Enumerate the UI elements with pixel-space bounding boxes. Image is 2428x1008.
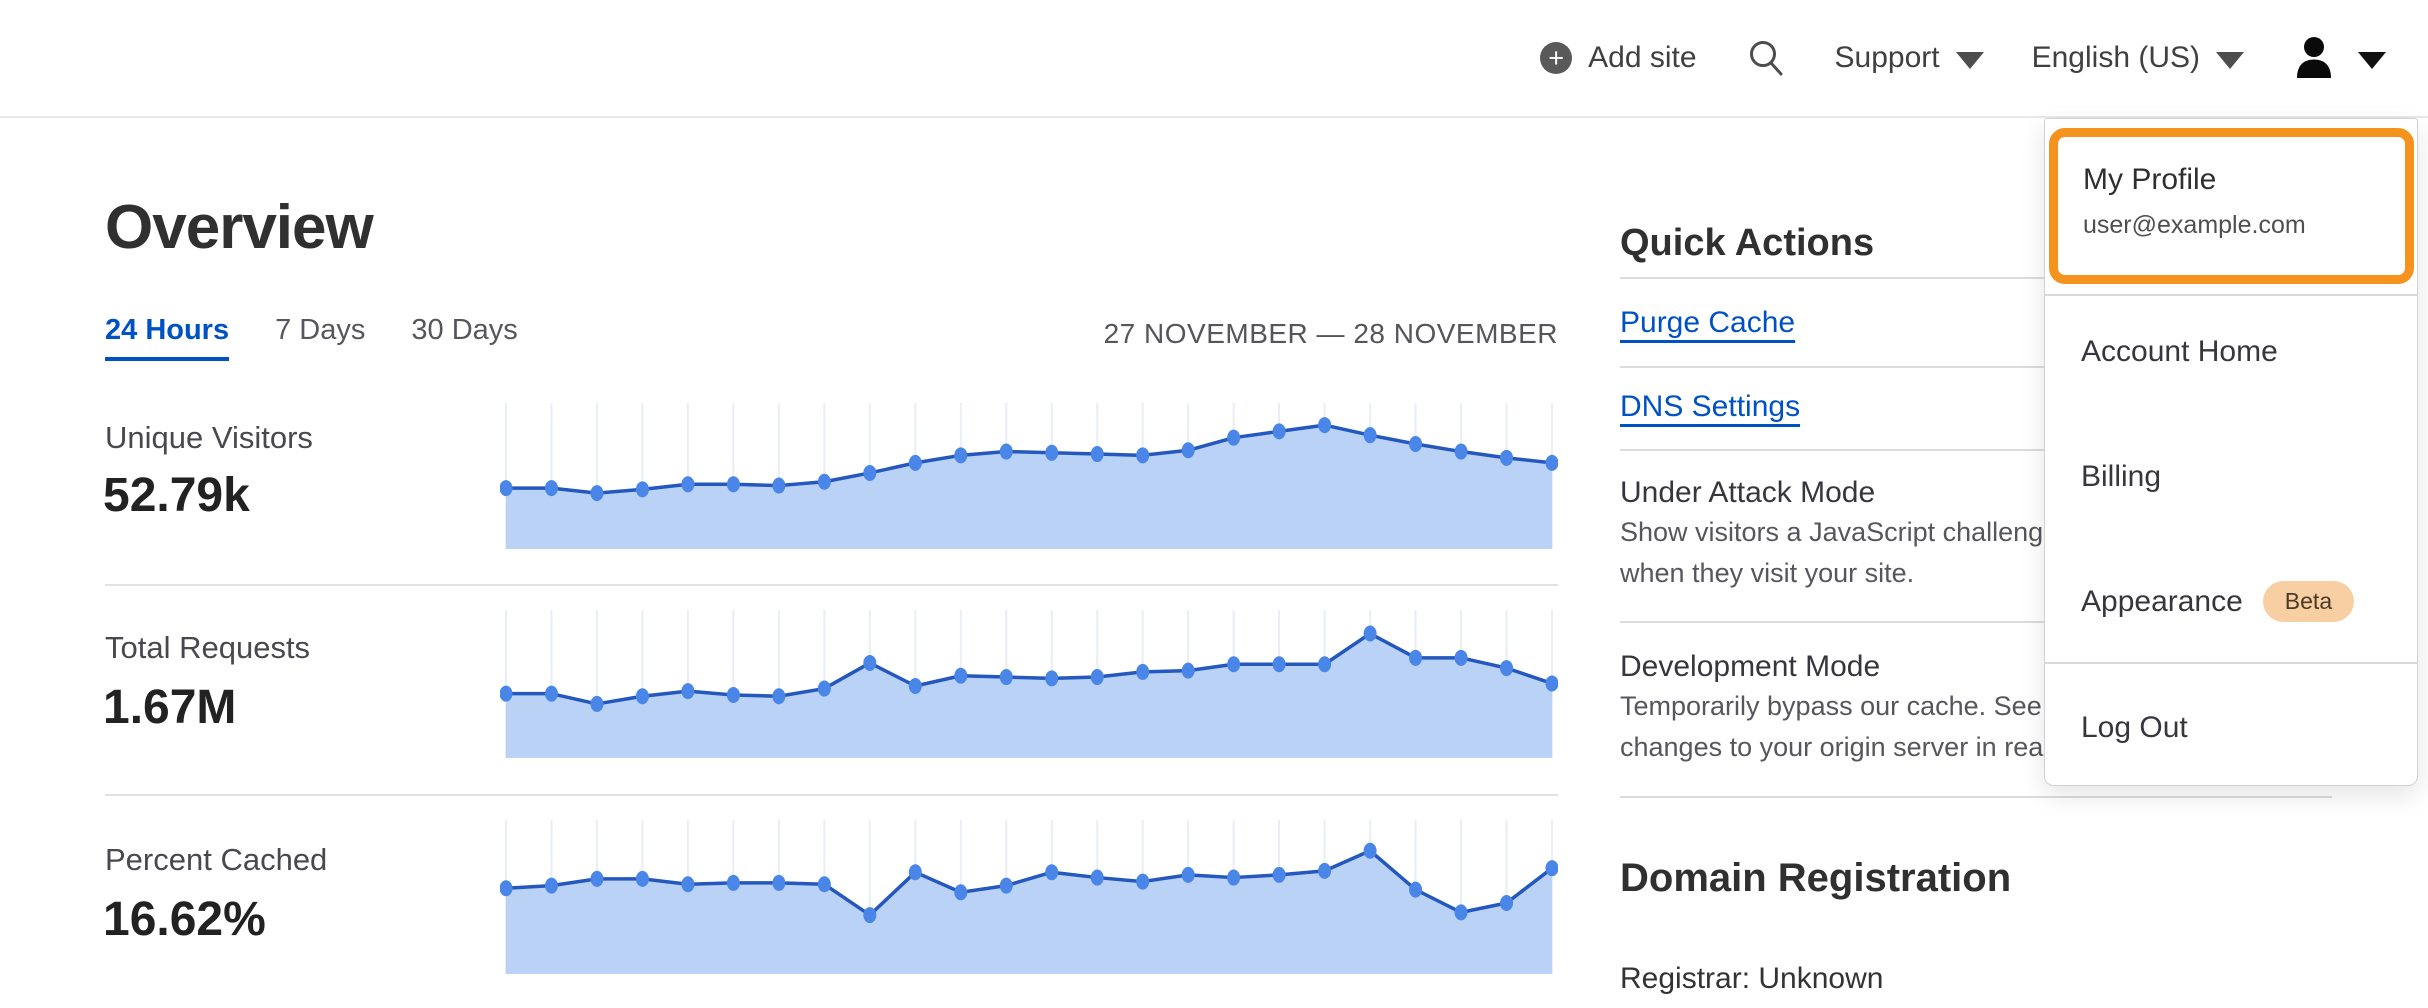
log-out-menu-item[interactable]: Log Out — [2081, 711, 2188, 744]
support-menu[interactable]: Support — [1835, 41, 1984, 75]
my-profile-label: My Profile — [2083, 163, 2217, 196]
divider — [105, 794, 1558, 796]
metric-value-percent-cached: 16.62% — [103, 893, 266, 946]
account-menu[interactable] — [2292, 33, 2386, 83]
domain-registration-title: Domain Registration — [1620, 856, 2012, 900]
tab-7-days[interactable]: 7 Days — [275, 314, 366, 346]
my-profile-menu-item[interactable]: My Profile user@example.com — [2049, 128, 2414, 284]
under-attack-mode-description: Show visitors a JavaScript challenge whe… — [1620, 517, 2059, 588]
percent-cached-chart — [500, 820, 1558, 974]
add-site-label: Add site — [1588, 41, 1697, 74]
user-avatar-icon — [2297, 37, 2331, 78]
plus-icon: + — [1540, 42, 1573, 74]
page-title: Overview — [105, 193, 374, 262]
purge-cache-link[interactable]: Purge Cache — [1620, 306, 1796, 339]
search-button[interactable] — [1745, 36, 1787, 80]
support-label: Support — [1834, 41, 1940, 74]
appearance-label: Appearance — [2081, 584, 2243, 618]
time-range-tabs: 24 Hours 7 Days 30 Days 27 NOVEMBER — 28… — [105, 314, 1558, 362]
billing-menu-item[interactable]: Billing — [2081, 460, 2162, 493]
chevron-down-icon — [1955, 51, 1984, 69]
divider — [1620, 796, 2332, 798]
account-dropdown-menu: My Profile user@example.com Account Home… — [2044, 118, 2418, 786]
metric-label-unique-visitors: Unique Visitors — [105, 420, 313, 455]
divider — [1620, 277, 2332, 279]
language-label: English (US) — [2031, 41, 2200, 74]
registrar-label: Registrar: Unknown — [1620, 962, 1884, 995]
add-site-button[interactable]: + Add site — [1540, 41, 1697, 75]
divider — [105, 584, 1558, 586]
tab-30-days[interactable]: 30 Days — [411, 314, 518, 346]
unique-visitors-chart — [500, 403, 1558, 549]
chevron-down-icon — [2216, 51, 2244, 69]
chevron-down-icon — [2358, 51, 2386, 69]
top-navigation-bar: + Add site Support English (US) — [0, 0, 2428, 118]
metric-label-total-requests: Total Requests — [105, 630, 311, 665]
appearance-menu-item[interactable]: Appearance Beta — [2081, 581, 2355, 622]
divider — [1620, 366, 2332, 368]
metric-value-unique-visitors: 52.79k — [103, 469, 250, 522]
under-attack-mode-label[interactable]: Under Attack Mode — [1620, 476, 1876, 509]
divider — [1620, 621, 2332, 623]
date-range-label: 27 NOVEMBER — 28 NOVEMBER — [1103, 318, 1558, 349]
dns-settings-link[interactable]: DNS Settings — [1620, 390, 1801, 423]
divider — [2045, 294, 2417, 296]
beta-badge: Beta — [2262, 581, 2355, 622]
total-requests-chart — [500, 610, 1558, 758]
divider — [1620, 449, 2332, 451]
profile-email: user@example.com — [2083, 211, 2306, 239]
quick-actions-title: Quick Actions — [1620, 222, 1875, 264]
account-home-menu-item[interactable]: Account Home — [2081, 335, 2278, 368]
search-icon — [1749, 41, 1783, 76]
divider — [2045, 662, 2417, 664]
metric-label-percent-cached: Percent Cached — [105, 842, 328, 877]
metric-value-total-requests: 1.67M — [103, 681, 237, 734]
development-mode-description: Temporarily bypass our cache. See change… — [1620, 691, 2108, 762]
development-mode-label[interactable]: Development Mode — [1620, 650, 1881, 683]
tab-24-hours[interactable]: 24 Hours — [105, 314, 230, 361]
header-actions: + Add site Support English (US) — [1540, 0, 2386, 116]
language-menu[interactable]: English (US) — [2032, 41, 2244, 75]
